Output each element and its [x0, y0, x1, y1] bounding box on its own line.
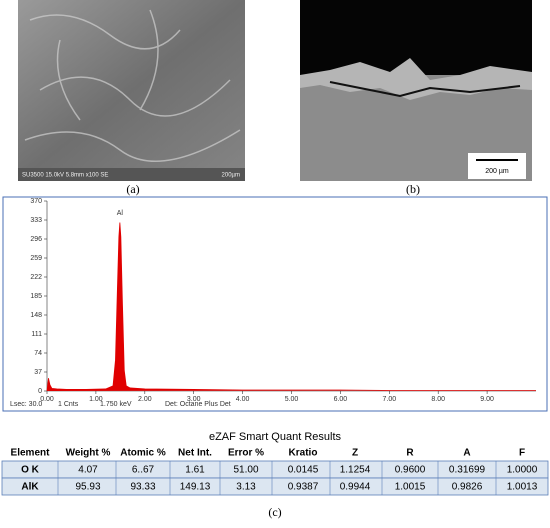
table-header: R	[406, 448, 414, 459]
x-tick-label: 5.00	[285, 396, 299, 403]
table-cell: 6..67	[132, 465, 155, 476]
x-tick-label: 8.00	[431, 396, 445, 403]
table-header: Element	[11, 448, 51, 459]
table: eZAF Smart Quant Results Element Weight % A…	[1, 431, 549, 496]
x-tick-label: 4.00	[236, 396, 250, 403]
table-cell: 1.61	[185, 465, 205, 476]
table-header: Weight %	[66, 448, 111, 459]
image-scale: 200 µm	[485, 168, 509, 175]
caption: (b)	[406, 182, 420, 196]
table-header: Atomic %	[120, 448, 166, 459]
spectrum	[46, 222, 536, 392]
table-cell: 0.31699	[449, 465, 486, 476]
x-tick-label: 3.00	[187, 396, 201, 403]
x-tick-label: 6.00	[334, 396, 348, 403]
table-cell: 93.33	[130, 482, 155, 493]
table-header: A	[463, 448, 470, 459]
x-tick-label: 2.00	[138, 396, 152, 403]
image-a: SU3500 15.0kV 5.8mm x100 SE 200µm	[18, 0, 245, 181]
table-cell: AlK	[21, 482, 39, 493]
annotation: Al	[117, 210, 124, 217]
y-tick-label: 259	[30, 255, 42, 262]
x-tick-label: 1.00	[89, 396, 103, 403]
chart-frame	[2, 196, 548, 412]
y-tick-label: 185	[30, 293, 42, 300]
table-cell: 51.00	[233, 465, 258, 476]
table-cell: 0.0145	[288, 465, 319, 476]
image-info: SU3500 15.0kV 5.8mm x100 SE	[22, 173, 108, 179]
table-cell: 1.0013	[507, 482, 538, 493]
table-header: Net Int.	[178, 448, 212, 459]
table-header: F	[519, 448, 525, 459]
table-header: Kratio	[289, 448, 318, 459]
footer-text: Lsec: 30.0	[10, 401, 42, 408]
table-cell: 1.0000	[507, 465, 538, 476]
x-tick-label: 9.00	[480, 396, 494, 403]
x-tick-label: 7.00	[382, 396, 396, 403]
image-b: 200 µm	[300, 0, 532, 181]
y-tick-label: 0	[38, 388, 42, 395]
table-cell: 0.9600	[395, 465, 426, 476]
table-cell: 1.0015	[395, 482, 426, 493]
table-header: Z	[352, 448, 358, 459]
table-cell: O K	[21, 465, 40, 476]
caption: (c)	[268, 505, 281, 519]
table-cell: 1.1254	[340, 465, 371, 476]
table-cell: 0.9387	[288, 482, 319, 493]
table-cell: 0.9826	[452, 482, 483, 493]
x-tick-label: 0.00	[40, 396, 54, 403]
table-cell: 149.13	[180, 482, 211, 493]
y-tick-label: 37	[34, 369, 42, 376]
image-scale: 200µm	[222, 173, 240, 179]
y-tick-label: 222	[30, 274, 42, 281]
y-tick-label: 74	[34, 350, 42, 357]
table-title: eZAF Smart Quant Results	[209, 431, 342, 443]
table-row	[1, 477, 549, 496]
table-cell: 0.9944	[340, 482, 371, 493]
footer-text: 1 Cnts	[58, 401, 79, 408]
footer-text: Det: Octane Plus Det	[165, 401, 231, 408]
table-cell: 3.13	[236, 482, 256, 493]
footer-text: 1.750 keV	[100, 401, 132, 408]
table-cell: 95.93	[75, 482, 100, 493]
y-tick-label: 333	[30, 217, 42, 224]
y-tick-label: 111	[31, 331, 42, 338]
table-header: Error %	[228, 448, 264, 459]
y-tick-label: 296	[30, 236, 42, 243]
y-tick-label: 370	[30, 198, 42, 205]
caption: (a)	[126, 182, 139, 196]
table-cell: 4.07	[78, 465, 98, 476]
y-tick-label: 148	[30, 312, 42, 319]
